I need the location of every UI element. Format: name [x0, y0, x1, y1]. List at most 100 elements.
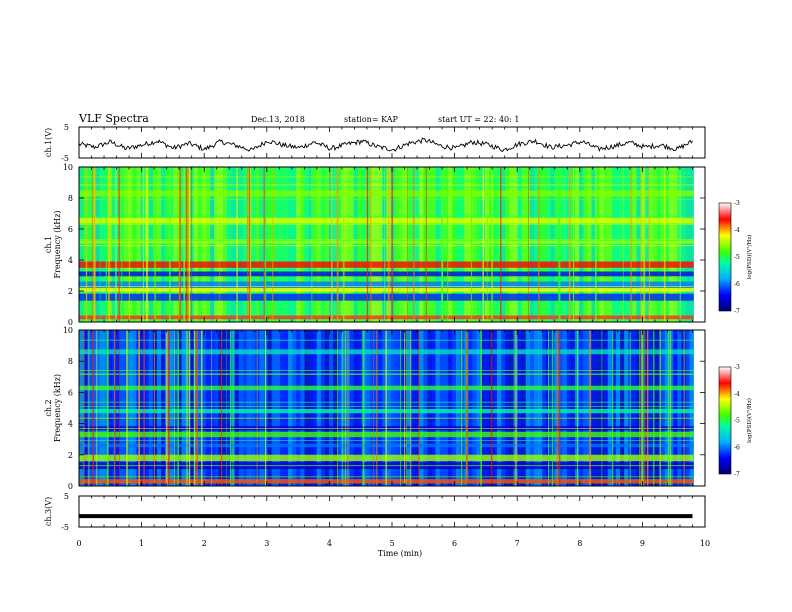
spectrogram-column [128, 330, 133, 486]
ytick-label: 10 [63, 326, 73, 335]
spectrogram-column [423, 167, 428, 322]
spectrogram-column [558, 167, 563, 322]
xtick-label: 2 [202, 539, 207, 548]
colorbar [718, 366, 732, 475]
spectrogram-column [193, 167, 199, 322]
spectrogram-column [222, 330, 227, 486]
spectrogram-column [624, 330, 629, 486]
spectrogram-column [456, 167, 461, 322]
spectrogram-column [538, 167, 543, 322]
spectrogram-column [603, 167, 608, 322]
spectrogram-column [206, 330, 211, 486]
spectrogram-column [169, 167, 174, 322]
spectrogram-column [447, 330, 453, 486]
spectrogram-column [517, 330, 522, 486]
spectrogram-column [329, 330, 334, 486]
spectrogram-column [501, 167, 506, 322]
spectrogram-column [615, 167, 621, 322]
spectrogram-column [476, 167, 481, 322]
y-axis-label: ch.1 [44, 236, 53, 253]
spectrogram-column [632, 167, 637, 322]
spectrogram-column [427, 330, 432, 486]
spectrogram-column [665, 167, 670, 322]
spectrogram-column [156, 167, 162, 322]
spectrogram-column [607, 330, 613, 486]
spectrogram-column [620, 330, 625, 486]
spectrogram-column [312, 330, 317, 486]
spectrogram-column [542, 167, 547, 322]
ytick-label: 0 [68, 318, 73, 327]
spectrogram-column [242, 330, 248, 486]
spectrogram-column [689, 167, 694, 322]
spectrogram-column [640, 167, 645, 322]
spectrogram-column [226, 330, 231, 486]
xtick-label: 1 [139, 539, 144, 548]
spectrogram-column [214, 330, 219, 486]
spectrogram-column [296, 330, 301, 486]
spectrogram-column [652, 330, 658, 486]
spectrogram-column [386, 330, 391, 486]
spectrogram-column [333, 330, 338, 486]
spectrogram-column [574, 167, 580, 322]
spectrogram-column [382, 330, 387, 486]
spectrogram-column [525, 167, 531, 322]
spectrogram-column [660, 167, 666, 322]
spectrogram-column [505, 330, 510, 486]
spectrogram-column [644, 330, 649, 486]
spectrogram-column [394, 330, 399, 486]
spectrogram-column [197, 167, 203, 322]
spectrogram-column [398, 167, 404, 322]
spectrogram-column [591, 167, 596, 322]
spectrogram-column [128, 167, 133, 322]
spectrogram-column [583, 167, 588, 322]
xtick-label: 3 [264, 539, 269, 548]
spectrogram-column [468, 167, 473, 322]
spectrogram-column [83, 167, 88, 322]
spectrogram-column [398, 330, 404, 486]
spectrogram-column [103, 330, 108, 486]
xtick-label: 9 [640, 539, 645, 548]
spectrogram-column [234, 330, 240, 486]
spectrogram-column [87, 167, 92, 322]
spectrogram-column [681, 167, 686, 322]
spectrogram-band [79, 217, 694, 225]
spectrogram-column [419, 330, 424, 486]
header-date: Dec.13, 2018 [251, 115, 305, 124]
xtick-label: 6 [452, 539, 457, 548]
spectrogram-column [464, 167, 469, 322]
spectrogram-column [460, 167, 465, 322]
colorbar-tick-label: -6 [734, 444, 740, 451]
spectrogram-column [595, 167, 600, 322]
colorbar-label: log(PSD)(V²/Hz) [746, 398, 753, 443]
spectrogram-column [517, 167, 522, 322]
spectrogram-column [525, 330, 531, 486]
spectrogram-column [140, 330, 145, 486]
spectrogram-column [107, 167, 113, 322]
spectrogram-column [197, 330, 203, 486]
spectrogram-column [316, 167, 322, 322]
spectrogram-column [378, 167, 383, 322]
spectrogram-band [79, 315, 694, 320]
spectrogram-column [222, 167, 227, 322]
spectrogram-band [79, 190, 694, 197]
spectrogram-column [660, 330, 666, 486]
spectrogram-column [648, 330, 654, 486]
spectrogram-column [468, 330, 473, 486]
spectrogram-column [509, 167, 514, 322]
spectrogram-column [161, 167, 166, 322]
spectrogram-column [357, 330, 363, 486]
colorbar-tick-label: -3 [734, 200, 740, 207]
spectrogram-column [554, 330, 559, 486]
spectrogram-column [611, 330, 617, 486]
spectrogram-column [501, 330, 506, 486]
colorbar-tick-label: -4 [734, 227, 740, 234]
spectrogram-band [79, 281, 694, 289]
spectrogram-column [628, 167, 633, 322]
spectrogram-column [648, 167, 654, 322]
xtick-label: 10 [700, 539, 710, 548]
spectrogram-column [132, 330, 137, 486]
xtick-label: 7 [515, 539, 520, 548]
spectrogram-column [312, 167, 317, 322]
spectrogram-column [480, 330, 485, 486]
ytick-label: -5 [61, 154, 69, 163]
